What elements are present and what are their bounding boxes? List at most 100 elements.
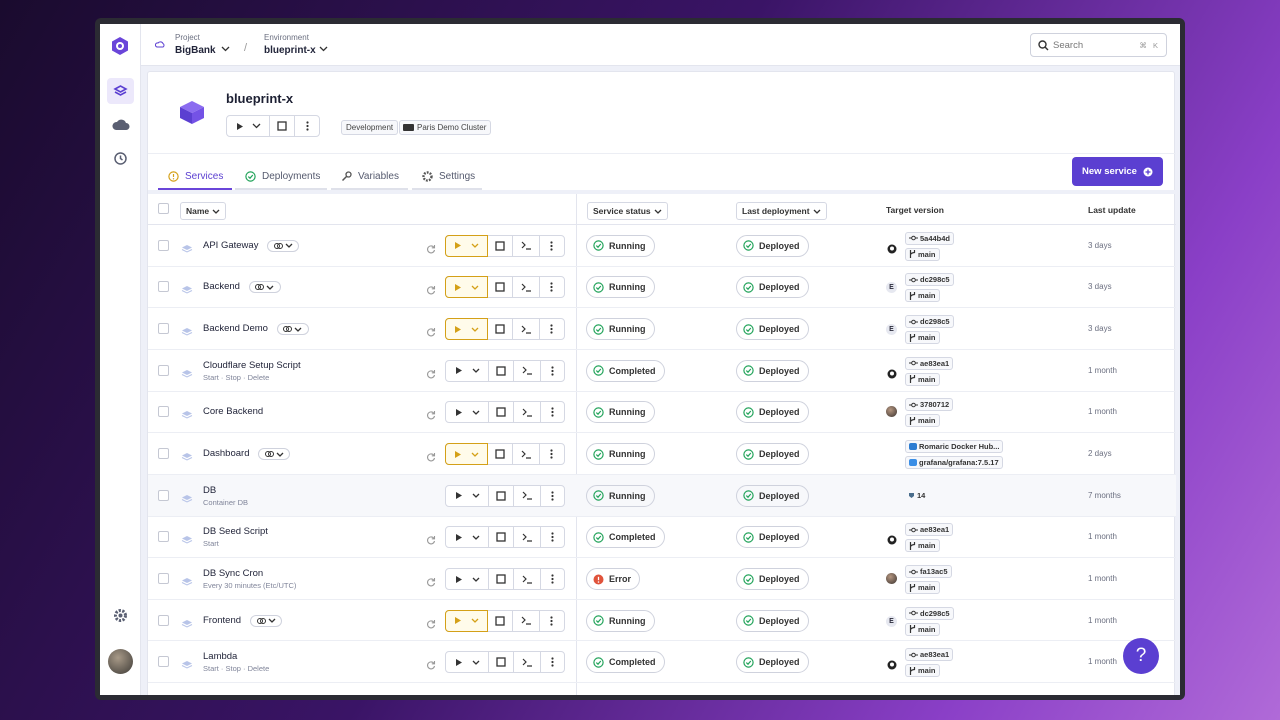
more-button[interactable] xyxy=(541,486,564,506)
shell-button[interactable] xyxy=(514,569,541,589)
more-button[interactable] xyxy=(540,277,563,297)
logs-button[interactable] xyxy=(489,652,514,673)
select-all[interactable] xyxy=(158,203,169,214)
link-badge[interactable] xyxy=(276,323,309,336)
service-row[interactable]: DB Container DB Running Deployed 14 7 months xyxy=(148,474,1176,517)
service-row[interactable]: DB Sync Cron Every 30 minutes (Etc/UTC) Er… xyxy=(148,558,1176,600)
column-header[interactable]: Service status xyxy=(587,202,668,220)
more-button[interactable] xyxy=(541,652,564,672)
refresh-icon[interactable] xyxy=(426,616,436,634)
nav-services[interactable] xyxy=(107,78,134,104)
column-header[interactable]: Last deployment xyxy=(736,202,827,220)
shell-button[interactable] xyxy=(513,444,540,465)
deploy-button[interactable] xyxy=(445,276,488,299)
deploy-button[interactable] xyxy=(445,609,488,632)
deploy-button[interactable] xyxy=(446,485,489,506)
shell-button[interactable] xyxy=(514,527,541,548)
more-button[interactable] xyxy=(540,319,563,339)
refresh-icon[interactable] xyxy=(426,366,436,384)
refresh-icon[interactable] xyxy=(426,282,436,300)
service-name[interactable]: Lambda xyxy=(203,651,237,662)
shell-button[interactable] xyxy=(513,235,540,256)
new-service-button[interactable]: New service xyxy=(1072,157,1163,186)
service-name[interactable]: Dashboard xyxy=(203,448,249,459)
row-checkbox[interactable] xyxy=(158,239,169,251)
refresh-icon[interactable] xyxy=(426,449,436,467)
more-button[interactable] xyxy=(540,236,563,256)
logs-button[interactable] xyxy=(488,235,513,256)
deploy-button[interactable] xyxy=(446,402,489,423)
logs-button[interactable] xyxy=(489,485,514,506)
logs-button[interactable] xyxy=(488,277,513,298)
row-checkbox[interactable] xyxy=(158,489,169,501)
row-checkbox[interactable] xyxy=(158,573,169,584)
refresh-icon[interactable] xyxy=(426,407,436,425)
refresh-icon[interactable] xyxy=(426,241,436,259)
more-button[interactable] xyxy=(541,527,564,547)
tab[interactable]: Settings xyxy=(412,164,482,190)
service-name[interactable]: API Gateway xyxy=(203,240,258,251)
row-checkbox[interactable] xyxy=(158,323,169,335)
service-row[interactable]: DB Seed Script Start Completed Deployed ae83… xyxy=(148,517,1176,559)
tab[interactable]: Deployments xyxy=(235,164,327,190)
service-name[interactable]: Cloudflare Setup Script xyxy=(203,360,301,371)
logs-button[interactable] xyxy=(489,527,514,548)
refresh-icon[interactable] xyxy=(426,574,436,592)
shell-button[interactable] xyxy=(514,652,541,673)
service-name[interactable]: DB Sync Cron xyxy=(203,568,263,579)
link-badge[interactable] xyxy=(258,448,291,461)
logs-button[interactable] xyxy=(489,569,514,589)
deploy-button[interactable] xyxy=(227,116,270,136)
logs-button[interactable] xyxy=(270,116,295,136)
more-button[interactable] xyxy=(295,116,319,136)
service-row[interactable]: Cloudflare Setup Script Start · Stop · De… xyxy=(148,350,1176,392)
more-button[interactable] xyxy=(540,444,563,464)
service-name[interactable]: DB Seed Script xyxy=(203,526,268,537)
row-checkbox[interactable] xyxy=(158,406,169,418)
shell-button[interactable] xyxy=(514,402,541,423)
logs-button[interactable] xyxy=(488,319,513,340)
more-button[interactable] xyxy=(540,611,563,631)
shell-button[interactable] xyxy=(513,610,540,631)
refresh-icon[interactable] xyxy=(426,324,436,342)
link-badge[interactable] xyxy=(250,614,283,627)
user-avatar[interactable] xyxy=(108,649,133,674)
shell-button[interactable] xyxy=(513,277,540,298)
deploy-button[interactable] xyxy=(445,443,488,466)
row-checkbox[interactable] xyxy=(158,448,169,460)
row-checkbox[interactable] xyxy=(158,614,169,626)
service-name[interactable]: Frontend xyxy=(203,615,241,626)
shell-button[interactable] xyxy=(514,485,541,506)
row-checkbox[interactable] xyxy=(158,281,169,293)
nav-settings[interactable] xyxy=(113,608,128,623)
environment-name[interactable]: blueprint-x xyxy=(264,45,316,56)
shell-button[interactable] xyxy=(514,360,541,381)
row-checkbox[interactable] xyxy=(158,656,169,668)
service-name[interactable]: Backend Demo xyxy=(203,323,268,334)
logs-button[interactable] xyxy=(488,444,513,465)
logs-button[interactable] xyxy=(489,402,514,423)
help-button[interactable]: ? xyxy=(1123,638,1159,674)
more-button[interactable] xyxy=(541,361,564,381)
column-header[interactable]: Name xyxy=(180,202,227,220)
nav-history[interactable] xyxy=(113,151,128,166)
deploy-button[interactable] xyxy=(446,652,489,673)
logs-button[interactable] xyxy=(488,610,513,631)
service-row[interactable]: Lambda Start · Stop · Delete Completed Depl… xyxy=(148,642,1176,684)
deploy-button[interactable] xyxy=(445,318,488,341)
deploy-button[interactable] xyxy=(446,569,489,589)
more-button[interactable] xyxy=(541,402,564,422)
service-row[interactable]: API Gateway Running Deployed 5a44b4d main 3 d… xyxy=(148,225,1176,267)
search-box[interactable]: Search ⌘ K xyxy=(1030,33,1167,57)
service-row[interactable]: Core Backend Running Deployed 3780712 main 1 … xyxy=(148,392,1176,434)
link-badge[interactable] xyxy=(267,239,300,252)
shell-button[interactable] xyxy=(513,319,540,340)
tab[interactable]: Services xyxy=(158,164,232,190)
service-row[interactable]: Dashboard Running Deployed Romaric Docker H… xyxy=(148,433,1176,475)
deploy-button[interactable] xyxy=(445,234,488,257)
service-name[interactable]: Backend xyxy=(203,281,240,292)
refresh-icon[interactable] xyxy=(426,657,436,675)
service-name[interactable]: Core Backend xyxy=(203,406,263,417)
